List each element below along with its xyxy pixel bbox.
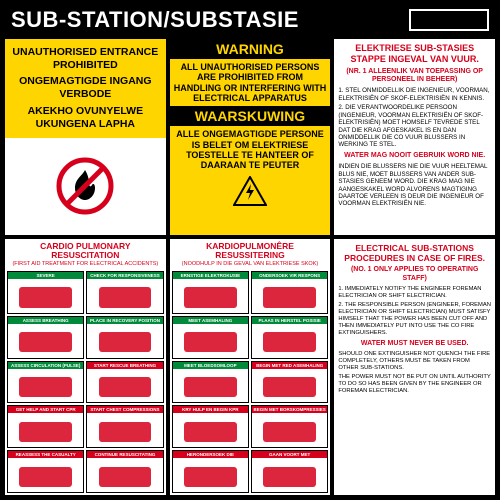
panel-unauthorised: UNAUTHORISED ENTRANCE PROHIBITED ONGEMAG…	[3, 37, 168, 237]
unauth-en: UNAUTHORISED ENTRANCE PROHIBITED	[9, 46, 162, 72]
cpr-step-bar: REASSESS THE CASUALTY	[8, 451, 83, 458]
cpr-step-illustration	[87, 279, 162, 313]
header-blank-box	[409, 9, 489, 31]
cpr-step-illustration	[252, 324, 327, 358]
cpr-step-illustration	[252, 413, 327, 447]
cpr-step-illustration	[173, 369, 248, 403]
cpr-step: GET HELP AND START CPR	[7, 405, 84, 448]
cpr-step-illustration	[8, 369, 83, 403]
cpr-step: CHECK FOR RESPONSIVENESS	[86, 271, 163, 314]
cpr-step-bar: MEET BLOEDSOMLOOP	[173, 362, 248, 369]
cpr-step: KRY HULP EN BEGIN KPR	[172, 405, 249, 448]
tr-p2: 2. DIE VERANTWOORDELIKE PERSOON (INGENIE…	[338, 104, 491, 149]
shock-hazard-icon	[170, 174, 331, 213]
br-p3: SHOULD ONE EXTINGUISHER NOT QUENCH THE F…	[338, 351, 491, 372]
cpr-step-bar: CONTINUE RESUSCITATING	[87, 451, 162, 458]
br-p1: 1. IMMEDIATELY NOTIFY THE ENGINEER FOREM…	[338, 286, 491, 300]
cpr-step-bar: SEVERE ELECTROCUTION/DROWNING	[8, 272, 83, 279]
cpr-step: ASSESS CIRCULATION (PULSE)	[7, 361, 84, 404]
warning-body-af: ALLE ONGEMAGTIGDE PERSONE IS BELET OM EL…	[170, 126, 331, 173]
cpr-step-bar: ASSESS CIRCULATION (PULSE)	[8, 362, 83, 369]
cpr-step-bar: GET HELP AND START CPR	[8, 406, 83, 413]
header-title: SUB-STATION/SUBSTASIE	[11, 7, 299, 33]
br-p2: 2. THE RESPONSIBLE PERSON (ENGINEER, FOR…	[338, 302, 491, 337]
unauth-zu: AKEKHO OVUNYELWE UKUNGENA LAPHA	[9, 105, 162, 131]
cpr-step: ERNSTIGE ELEKTROKUSIE	[172, 271, 249, 314]
cpr-step-bar: GAAN VOORT MET RESUSSITERING	[252, 451, 327, 458]
cpr-en-sub: (FIRST AID TREATMENT FOR ELECTRICAL ACCI…	[5, 261, 166, 269]
cpr-step-bar: START RESCUE BREATHING	[87, 362, 162, 369]
cpr-step-bar: PLACE IN RECOVERY POSITION	[87, 317, 162, 324]
cpr-step-bar: ERNSTIGE ELEKTROKUSIE	[173, 272, 248, 279]
cpr-step-illustration	[87, 324, 162, 358]
cpr-step-bar: ASSESS BREATHING	[8, 317, 83, 324]
cpr-step: PLACE IN RECOVERY POSITION	[86, 316, 163, 359]
cpr-step: BEGIN MET BORSKOMPRESSIES	[251, 405, 328, 448]
header: SUB-STATION/SUBSTASIE	[3, 3, 497, 37]
cpr-step-illustration	[87, 458, 162, 492]
unauthorised-text: UNAUTHORISED ENTRANCE PROHIBITED ONGEMAG…	[5, 39, 166, 138]
no-fire-icon	[5, 138, 166, 235]
cpr-step-illustration	[87, 369, 162, 403]
tr-p3: INDIEN DIE BLUSSERS NIE DIE VUUR HEELTEM…	[338, 163, 491, 208]
cpr-step-illustration	[173, 413, 248, 447]
cpr-step: HERONDERSOEK DIE SLAGOFFER	[172, 450, 249, 493]
tr-title: ELEKTRIESE SUB-STASIES STAPPE INGEVAL VA…	[338, 43, 491, 65]
br-p4: THE POWER MUST NOT BE PUT ON UNTIL AUTHO…	[338, 374, 491, 395]
cpr-step-illustration	[252, 458, 327, 492]
cpr-step: MEET BLOEDSOMLOOP	[172, 361, 249, 404]
cpr-step-illustration	[8, 279, 83, 313]
tr-warn: WATER MAG NOOIT GEBRUIK WORD NIE.	[338, 152, 491, 160]
safety-sign: SUB-STATION/SUBSTASIE UNAUTHORISED ENTRA…	[0, 0, 500, 500]
cpr-step: MEET ASEMHALING	[172, 316, 249, 359]
cpr-af-sub: (NOODHULP IN DIE GEVAL VAN ELEKTRIESE SK…	[170, 261, 331, 269]
tr-p1: 1. STEL ONMIDDELLIK DIE INGENIEUR, VOORM…	[338, 87, 491, 102]
cpr-step: ONDERSOEK VIR RESPONS	[251, 271, 328, 314]
panel-cpr-en: CARDIO PULMONARY RESUSCITATION (FIRST AI…	[3, 237, 168, 497]
cpr-step-illustration	[173, 324, 248, 358]
cpr-step-illustration	[8, 324, 83, 358]
cpr-step: ASSESS BREATHING	[7, 316, 84, 359]
cpr-step-bar: BEGIN MET RED ASEMHALING	[252, 362, 327, 369]
warning-title-en: WARNING	[170, 39, 331, 59]
cpr-step-bar: KRY HULP EN BEGIN KPR	[173, 406, 248, 413]
cpr-step-bar: BEGIN MET BORSKOMPRESSIES	[252, 406, 327, 413]
cpr-step-bar: HERONDERSOEK DIE SLAGOFFER	[173, 451, 248, 458]
br-warn: WATER MUST NEVER BE USED.	[338, 340, 491, 348]
grid: UNAUTHORISED ENTRANCE PROHIBITED ONGEMAG…	[3, 37, 497, 497]
tr-sub1: (NR. 1 ALLEENLIK VAN TOEPASSING OP PERSO…	[338, 68, 491, 85]
cpr-step: PLAAS IN HERSTEL POSISIE	[251, 316, 328, 359]
cpr-af-title: KARDIOPULMONÊRE RESUSSITERING	[170, 239, 331, 261]
cpr-step-bar: MEET ASEMHALING	[173, 317, 248, 324]
cpr-en-title: CARDIO PULMONARY RESUSCITATION	[5, 239, 166, 261]
br-sub1: (NO. 1 ONLY APPLIES TO OPERATING STAFF)	[338, 266, 491, 283]
cpr-step: REASSESS THE CASUALTY	[7, 450, 84, 493]
panel-afrikaans-fire: ELEKTRIESE SUB-STASIES STAPPE INGEVAL VA…	[332, 37, 497, 237]
warning-body-en: ALL UNAUTHORISED PERSONS ARE PROHIBITED …	[170, 59, 331, 106]
cpr-step-illustration	[8, 413, 83, 447]
panel-warning: WARNING ALL UNAUTHORISED PERSONS ARE PRO…	[168, 37, 333, 237]
warning-title-af: WAARSKUWING	[170, 106, 331, 126]
unauth-af: ONGEMAGTIGDE INGANG VERBODE	[9, 75, 162, 101]
cpr-step-illustration	[87, 413, 162, 447]
cpr-step-illustration	[252, 279, 327, 313]
cpr-step-bar: START CHEST COMPRESSIONS	[87, 406, 162, 413]
cpr-step-bar: PLAAS IN HERSTEL POSISIE	[252, 317, 327, 324]
cpr-step-illustration	[252, 369, 327, 403]
panel-english-fire: ELECTRICAL SUB-STATIONS PROCEDURES IN CA…	[332, 237, 497, 497]
cpr-step-bar: ONDERSOEK VIR RESPONS	[252, 272, 327, 279]
cpr-step: SEVERE ELECTROCUTION/DROWNING	[7, 271, 84, 314]
cpr-step: CONTINUE RESUSCITATING	[86, 450, 163, 493]
cpr-step: START CHEST COMPRESSIONS	[86, 405, 163, 448]
cpr-step-illustration	[8, 458, 83, 492]
cpr-step-bar: CHECK FOR RESPONSIVENESS	[87, 272, 162, 279]
cpr-step: BEGIN MET RED ASEMHALING	[251, 361, 328, 404]
cpr-step-illustration	[173, 458, 248, 492]
br-title: ELECTRICAL SUB-STATIONS PROCEDURES IN CA…	[338, 243, 491, 263]
cpr-step: START RESCUE BREATHING	[86, 361, 163, 404]
cpr-step: GAAN VOORT MET RESUSSITERING	[251, 450, 328, 493]
cpr-step-illustration	[173, 279, 248, 313]
panel-cpr-af: KARDIOPULMONÊRE RESUSSITERING (NOODHULP …	[168, 237, 333, 497]
